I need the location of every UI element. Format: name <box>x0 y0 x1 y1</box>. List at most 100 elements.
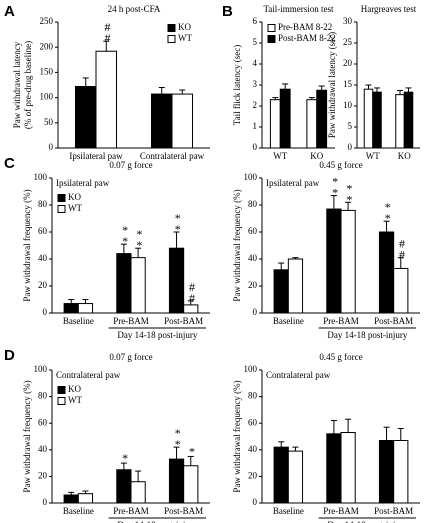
y-tick-label: 50 <box>44 117 54 127</box>
significance-mark: ## <box>395 237 409 259</box>
bar <box>116 253 132 314</box>
bar <box>372 91 382 149</box>
bar <box>378 231 395 314</box>
chart-title: 0.45 g force <box>319 352 362 362</box>
panel-label: B <box>222 3 233 20</box>
y-tick-label: 20 <box>38 470 48 480</box>
y-axis-label: Paw withdrawal frequency (%) <box>232 189 242 301</box>
bar <box>183 304 199 314</box>
y-tick-label: 20 <box>248 470 258 480</box>
y-tick-label: 10 <box>343 100 353 110</box>
legend-swatch <box>57 397 66 405</box>
bar <box>116 469 132 504</box>
x-axis-label: Day 14-18 post-injury <box>327 520 407 523</box>
y-tick-label: 60 <box>248 417 258 427</box>
x-tick-label: Baseline <box>273 316 304 326</box>
chart-title: 24 h post-CFA <box>108 4 161 14</box>
x-tick-label: Pre-BAM <box>113 316 149 326</box>
subtitle: Contralateral paw <box>266 370 331 380</box>
bar <box>171 93 194 149</box>
x-tick-label: Contralateral paw <box>140 151 205 161</box>
y-tick-label: 1 <box>253 121 258 131</box>
significance-mark: ** <box>171 426 185 448</box>
y-tick-label: 20 <box>248 280 258 290</box>
y-tick-label: 60 <box>248 226 258 236</box>
y-tick-label: 15 <box>343 79 353 89</box>
significance-mark: ** <box>381 200 395 222</box>
bar <box>273 446 289 504</box>
significance-mark: ** <box>328 175 342 197</box>
bar <box>316 89 328 149</box>
y-tick-label: 40 <box>38 253 48 263</box>
y-tick-label: 80 <box>248 391 258 401</box>
bar <box>378 439 395 504</box>
bar <box>287 258 304 314</box>
x-tick-label: Post-BAM <box>374 316 413 326</box>
significance-mark: ** <box>171 211 185 233</box>
bar <box>150 93 173 149</box>
significance-mark: ** <box>342 181 356 203</box>
subtitle: Ipsilateral paw <box>266 178 320 188</box>
x-tick-label: Post-BAM <box>164 506 203 516</box>
bar <box>340 432 356 504</box>
y-tick-label: 20 <box>38 280 48 290</box>
y-tick-label: 60 <box>38 417 48 427</box>
bar <box>183 465 199 504</box>
x-tick-label: KO <box>310 151 323 161</box>
significance-mark: ** <box>132 227 146 249</box>
bar <box>340 209 356 314</box>
y-tick-label: 250 <box>40 16 54 26</box>
significance-mark: * <box>185 444 199 455</box>
y-axis-label: (% of pre-drug baseline) <box>23 41 33 129</box>
y-tick-label: 150 <box>40 66 54 76</box>
y-tick-label: 40 <box>248 253 258 263</box>
y-tick-label: 80 <box>38 199 48 209</box>
legend-label: WT <box>68 203 82 213</box>
y-tick-label: 100 <box>244 172 258 182</box>
subtitle: Contralateral paw <box>56 370 121 380</box>
legend-swatch <box>57 205 66 213</box>
bar <box>95 50 118 149</box>
y-tick-label: 3 <box>253 79 258 89</box>
bar <box>363 88 374 149</box>
x-tick-label: Post-BAM <box>374 506 413 516</box>
y-tick-label: 60 <box>38 226 48 236</box>
bar <box>395 94 405 149</box>
bar <box>393 267 409 314</box>
y-tick-label: 0 <box>43 307 48 317</box>
y-tick-label: 2 <box>253 100 258 110</box>
x-tick-label: KO <box>398 151 411 161</box>
y-tick-label: 4 <box>253 58 258 68</box>
legend-label: KO <box>68 384 81 394</box>
bar <box>273 269 289 314</box>
bar <box>63 494 79 504</box>
bar <box>168 458 185 504</box>
y-tick-label: 40 <box>38 444 48 454</box>
y-axis-label: Paw withdrawal frequency (%) <box>22 380 32 492</box>
y-tick-label: 80 <box>248 199 258 209</box>
y-tick-label: 100 <box>40 92 54 102</box>
y-tick-label: 100 <box>244 364 258 374</box>
chart-title: 0.07 g force <box>109 160 152 170</box>
x-tick-label: Pre-BAM <box>323 316 359 326</box>
bar <box>306 99 318 149</box>
panel-label: C <box>4 155 15 172</box>
x-tick-label: Ipsilateral paw <box>69 151 123 161</box>
y-tick-label: 0 <box>253 497 258 507</box>
bar <box>63 303 79 314</box>
bar <box>168 247 185 314</box>
chart-title: Tail-immersion test <box>263 4 334 14</box>
panel-label: A <box>4 3 15 20</box>
x-tick-label: WT <box>273 151 287 161</box>
x-tick-label: Baseline <box>63 506 94 516</box>
subtitle: Ipsilateral paw <box>56 178 110 188</box>
legend-swatch <box>267 35 276 43</box>
bar <box>130 257 146 314</box>
x-tick-label: WT <box>366 151 380 161</box>
y-tick-label: 100 <box>34 172 48 182</box>
bar <box>279 88 291 149</box>
legend-label: KO <box>178 22 191 32</box>
legend-label: WT <box>68 395 82 405</box>
y-tick-label: 6 <box>253 16 258 26</box>
